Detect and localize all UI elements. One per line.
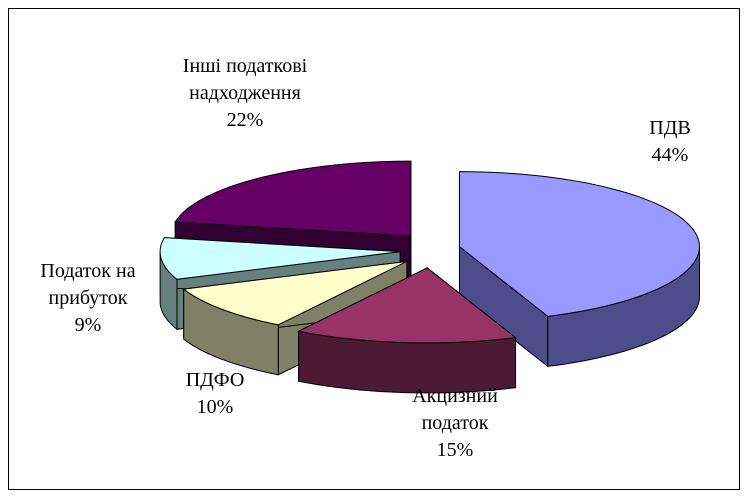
slice-label: Інші податкові надходження 22%: [183, 53, 308, 134]
slice-label: ПДВ 44%: [620, 115, 720, 169]
slice-top: [182, 260, 408, 326]
label-name: Інші податкові надходження: [182, 55, 308, 104]
pie-slice: [458, 171, 700, 368]
label-name: ПДВ: [649, 117, 691, 139]
label-value: 15%: [436, 439, 474, 461]
slice-label: Акцизний податок 15%: [400, 383, 510, 464]
slice-top: [297, 267, 517, 344]
label-name: Податок на прибуток: [40, 260, 136, 309]
slice-label: Податок на прибуток 9%: [13, 258, 163, 339]
label-value: 44%: [651, 144, 689, 166]
slice-top: [458, 171, 700, 317]
label-name: Акцизний податок: [412, 385, 498, 434]
slice-top: [174, 160, 412, 237]
label-value: 10%: [196, 396, 234, 418]
label-value: 9%: [74, 314, 102, 336]
label-value: 22%: [226, 109, 264, 131]
pie-slice: [297, 266, 517, 394]
slice-label: ПДФО 10%: [155, 367, 275, 421]
slice-top: [159, 237, 401, 280]
label-name: ПДФО: [185, 369, 245, 391]
